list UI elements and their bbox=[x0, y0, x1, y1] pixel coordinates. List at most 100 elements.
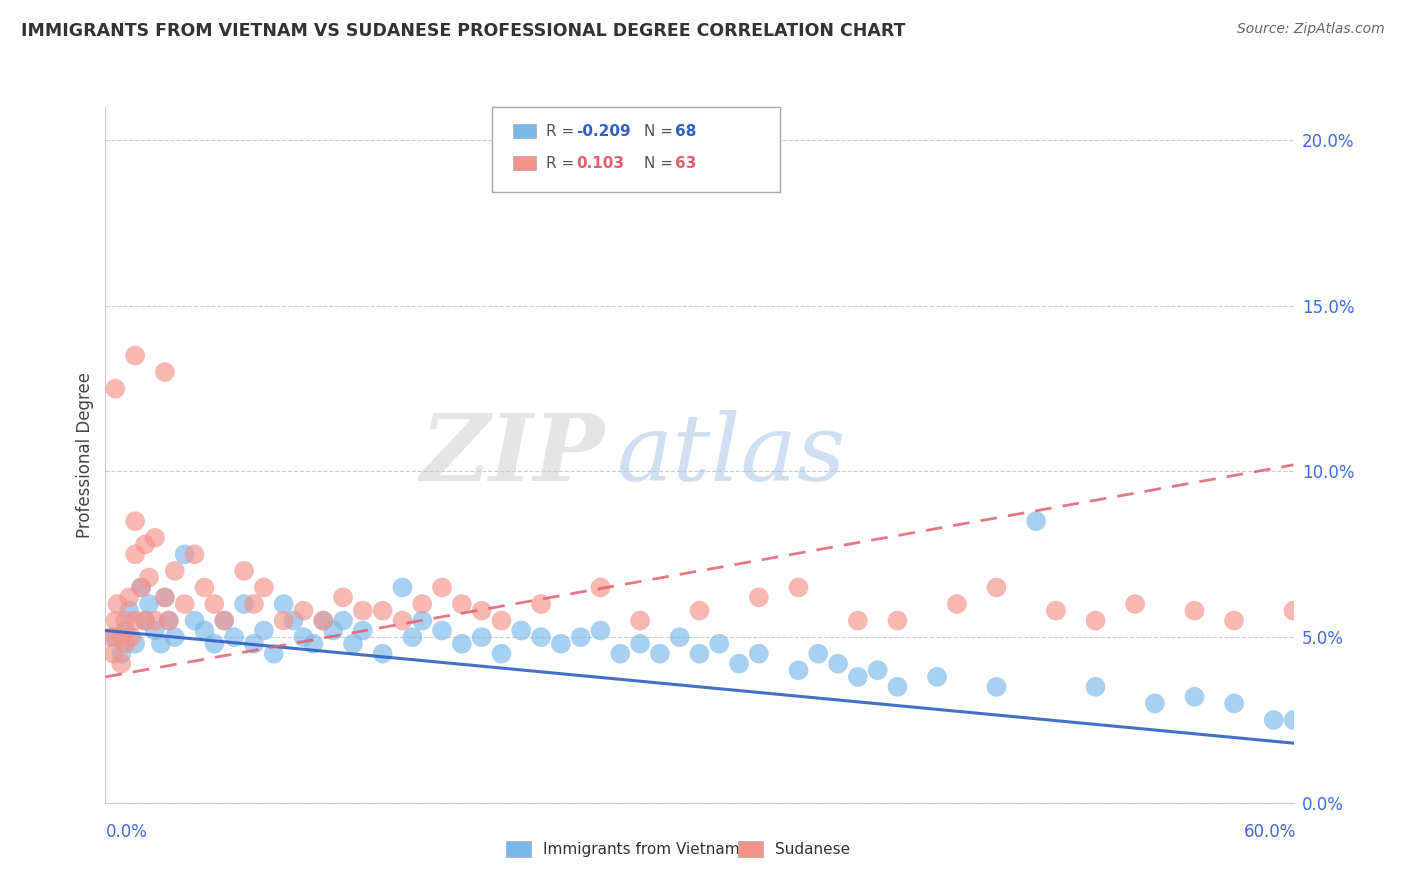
Point bbox=[224, 630, 246, 644]
Point bbox=[1223, 697, 1246, 711]
Point bbox=[748, 591, 770, 605]
Point bbox=[1084, 614, 1107, 628]
Point bbox=[134, 614, 156, 628]
Text: atlas: atlas bbox=[616, 410, 846, 500]
Point bbox=[233, 564, 256, 578]
Text: 60.0%: 60.0% bbox=[1244, 822, 1296, 840]
Point bbox=[589, 581, 612, 595]
Point bbox=[143, 624, 166, 638]
Point bbox=[787, 663, 810, 677]
Point bbox=[827, 657, 849, 671]
Point bbox=[491, 647, 513, 661]
Point bbox=[569, 630, 592, 644]
Text: N =: N = bbox=[644, 124, 678, 138]
Text: 0.103: 0.103 bbox=[576, 156, 624, 170]
Point bbox=[668, 630, 690, 644]
Text: R =: R = bbox=[546, 124, 579, 138]
Point bbox=[104, 614, 127, 628]
Point bbox=[430, 581, 453, 595]
Point bbox=[110, 647, 132, 661]
Point bbox=[1263, 713, 1285, 727]
Point bbox=[946, 597, 969, 611]
Point bbox=[243, 597, 266, 611]
Point bbox=[153, 591, 176, 605]
Point bbox=[430, 624, 453, 638]
Point bbox=[193, 624, 215, 638]
Point bbox=[110, 657, 132, 671]
Text: IMMIGRANTS FROM VIETNAM VS SUDANESE PROFESSIONAL DEGREE CORRELATION CHART: IMMIGRANTS FROM VIETNAM VS SUDANESE PROF… bbox=[21, 22, 905, 40]
Point bbox=[1123, 597, 1146, 611]
Point bbox=[183, 547, 205, 561]
Point bbox=[134, 537, 156, 551]
Point bbox=[202, 597, 225, 611]
Point bbox=[312, 614, 335, 628]
Point bbox=[153, 591, 176, 605]
Point bbox=[134, 614, 156, 628]
Point bbox=[104, 382, 127, 396]
Point bbox=[124, 637, 146, 651]
Point bbox=[118, 591, 141, 605]
Point bbox=[1025, 514, 1047, 528]
Point bbox=[748, 647, 770, 661]
Point bbox=[263, 647, 285, 661]
Point bbox=[371, 604, 394, 618]
Point bbox=[371, 647, 394, 661]
Point bbox=[332, 591, 354, 605]
Y-axis label: Professional Degree: Professional Degree bbox=[76, 372, 94, 538]
Point bbox=[609, 647, 631, 661]
Point bbox=[886, 614, 908, 628]
Point bbox=[233, 597, 256, 611]
Point bbox=[124, 614, 146, 628]
Point bbox=[866, 663, 889, 677]
Point bbox=[124, 547, 146, 561]
Point bbox=[273, 597, 295, 611]
Point bbox=[143, 531, 166, 545]
Point bbox=[450, 597, 472, 611]
Point bbox=[342, 637, 364, 651]
Point bbox=[129, 581, 152, 595]
Point bbox=[292, 630, 315, 644]
Point bbox=[243, 637, 266, 651]
Point bbox=[138, 570, 160, 584]
Point bbox=[332, 614, 354, 628]
Text: ZIP: ZIP bbox=[420, 410, 605, 500]
Point bbox=[163, 630, 186, 644]
Point bbox=[110, 630, 132, 644]
Point bbox=[149, 637, 172, 651]
Point bbox=[550, 637, 572, 651]
Point bbox=[846, 614, 869, 628]
Point bbox=[807, 647, 830, 661]
Point bbox=[846, 670, 869, 684]
Point bbox=[510, 624, 533, 638]
Point bbox=[138, 597, 160, 611]
Point bbox=[352, 624, 374, 638]
Point bbox=[302, 637, 325, 651]
Point bbox=[411, 597, 433, 611]
Text: 63: 63 bbox=[675, 156, 696, 170]
Point bbox=[927, 670, 949, 684]
Text: -0.209: -0.209 bbox=[576, 124, 631, 138]
Point bbox=[1184, 604, 1206, 618]
Point bbox=[1084, 680, 1107, 694]
Point bbox=[253, 624, 276, 638]
Point bbox=[193, 581, 215, 595]
Point bbox=[173, 547, 195, 561]
Point bbox=[283, 614, 305, 628]
Point bbox=[292, 604, 315, 618]
Point bbox=[214, 614, 236, 628]
Point bbox=[1143, 697, 1166, 711]
Point bbox=[105, 597, 128, 611]
Point bbox=[530, 597, 553, 611]
Point bbox=[689, 604, 711, 618]
Point bbox=[120, 630, 142, 644]
Point bbox=[114, 637, 136, 651]
Point bbox=[886, 680, 908, 694]
Point bbox=[1184, 690, 1206, 704]
Point bbox=[491, 614, 513, 628]
Point bbox=[1282, 713, 1305, 727]
Point bbox=[471, 630, 494, 644]
Point bbox=[118, 604, 141, 618]
Point bbox=[312, 614, 335, 628]
Point bbox=[153, 365, 176, 379]
Point bbox=[157, 614, 180, 628]
